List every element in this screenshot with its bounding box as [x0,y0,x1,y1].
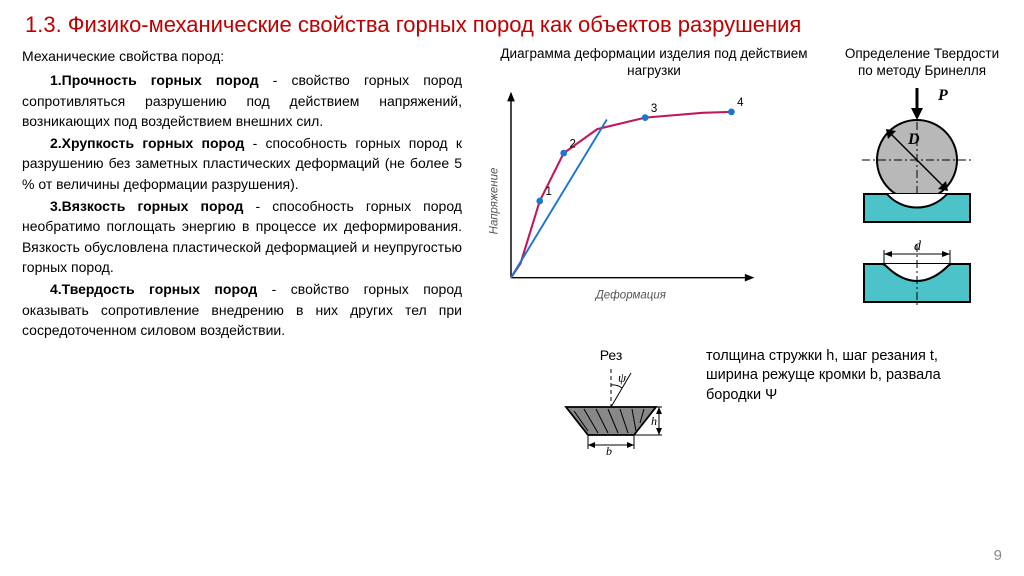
figures-column: Диаграмма деформации изделия под действи… [476,46,1002,460]
page-title: 1.3. Физико-механические свойства горных… [0,0,1024,46]
brinell-figure: Определение Твердости по методу Бринелля… [842,46,1002,341]
cut-svg: ψ h b [556,365,666,455]
definitions-column: Механические свойства пород: 1.Прочность… [22,46,462,460]
def3-head: 3.Вязкость горных пород [50,198,243,214]
svg-text:b: b [606,444,612,455]
svg-text:4: 4 [737,97,744,109]
brinell-caption: Определение Твердости по методу Бринелля [842,46,1002,80]
content-area: Механические свойства пород: 1.Прочность… [0,46,1024,460]
svg-text:h: h [651,414,657,428]
cutting-figure: Рез ψ [556,347,666,460]
svg-text:D: D [907,131,920,148]
chart-svg: 1 2 3 4 Напряжение Деформация [476,86,776,316]
svg-text:3: 3 [651,103,657,115]
stress-strain-chart: Диаграмма деформации изделия под действи… [476,46,832,341]
chart-caption: Диаграмма деформации изделия под действи… [476,46,832,80]
svg-text:P: P [937,87,948,104]
definition-3: 3.Вязкость горных пород - способность го… [22,196,462,277]
page-number: 9 [994,547,1002,564]
svg-text:ψ: ψ [618,370,627,385]
svg-text:Напряжение: Напряжение [489,167,501,234]
svg-text:1: 1 [546,186,552,198]
def4-head: 4.Твердость горных пород [50,281,257,297]
top-figures: Диаграмма деформации изделия под действи… [476,46,1002,341]
definition-4: 4.Твердость горных пород - свойство горн… [22,279,462,340]
def2-head: 2.Хрупкость горных пород [50,135,244,151]
brinell-svg: P D [842,86,992,336]
def1-head: 1.Прочность горных пород [50,72,259,88]
cutting-block: Рез ψ [476,347,1002,460]
cut-label: Рез [556,347,666,363]
cut-text: толщина стружки h, шаг резания t, ширина… [706,347,986,406]
svg-text:2: 2 [569,138,575,150]
definition-2: 2.Хрупкость горных пород - способность г… [22,133,462,194]
svg-text:d: d [914,239,922,254]
definition-1: 1.Прочность горных пород - свойство горн… [22,70,462,131]
svg-text:Деформация: Деформация [594,290,666,302]
intro-text: Механические свойства пород: [22,46,462,66]
